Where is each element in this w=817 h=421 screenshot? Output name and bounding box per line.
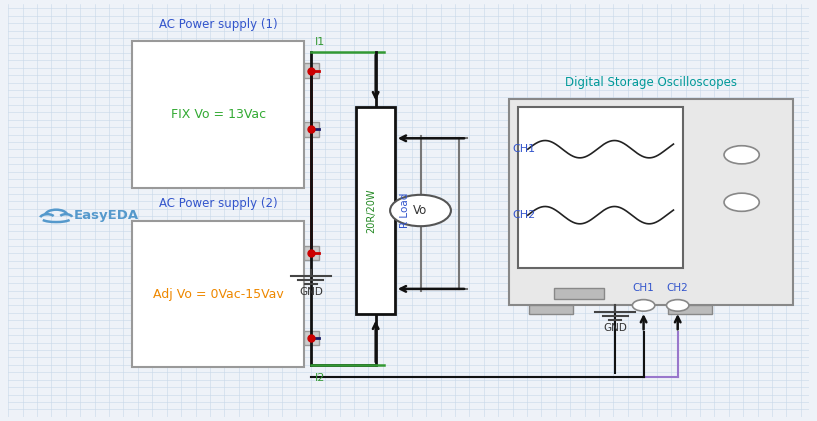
- Text: CH2: CH2: [667, 283, 689, 293]
- Text: CH1: CH1: [512, 144, 536, 154]
- Bar: [305, 122, 319, 137]
- Text: EasyEDA: EasyEDA: [74, 209, 139, 222]
- Bar: [305, 63, 319, 78]
- Circle shape: [724, 146, 759, 164]
- Text: I2: I2: [315, 373, 325, 383]
- Bar: [132, 41, 305, 188]
- Circle shape: [632, 300, 654, 311]
- Bar: [518, 107, 683, 268]
- Text: FIX Vo = 13Vac: FIX Vo = 13Vac: [171, 108, 266, 121]
- Text: AC Power supply (1): AC Power supply (1): [159, 18, 278, 31]
- Circle shape: [667, 300, 689, 311]
- Bar: [132, 221, 305, 367]
- Circle shape: [390, 195, 451, 226]
- Text: I1: I1: [315, 37, 325, 47]
- Text: CH2: CH2: [512, 210, 536, 220]
- Bar: [305, 245, 319, 261]
- Text: GND: GND: [299, 287, 323, 297]
- Text: Vo: Vo: [413, 204, 427, 217]
- Bar: [305, 330, 319, 345]
- Text: GND: GND: [603, 323, 627, 333]
- Bar: [356, 107, 395, 314]
- Text: AC Power supply (2): AC Power supply (2): [159, 197, 278, 210]
- Bar: [529, 304, 573, 314]
- Bar: [555, 288, 604, 299]
- Text: CH1: CH1: [632, 283, 654, 293]
- Text: 20R/20W: 20R/20W: [367, 188, 377, 233]
- Bar: [508, 99, 792, 305]
- Bar: [667, 304, 712, 314]
- Text: Adj Vo = 0Vac-15Vav: Adj Vo = 0Vac-15Vav: [153, 288, 283, 301]
- Text: Digital Storage Oscilloscopes: Digital Storage Oscilloscopes: [565, 76, 737, 89]
- Circle shape: [724, 193, 759, 211]
- Text: R Load: R Load: [400, 193, 409, 228]
